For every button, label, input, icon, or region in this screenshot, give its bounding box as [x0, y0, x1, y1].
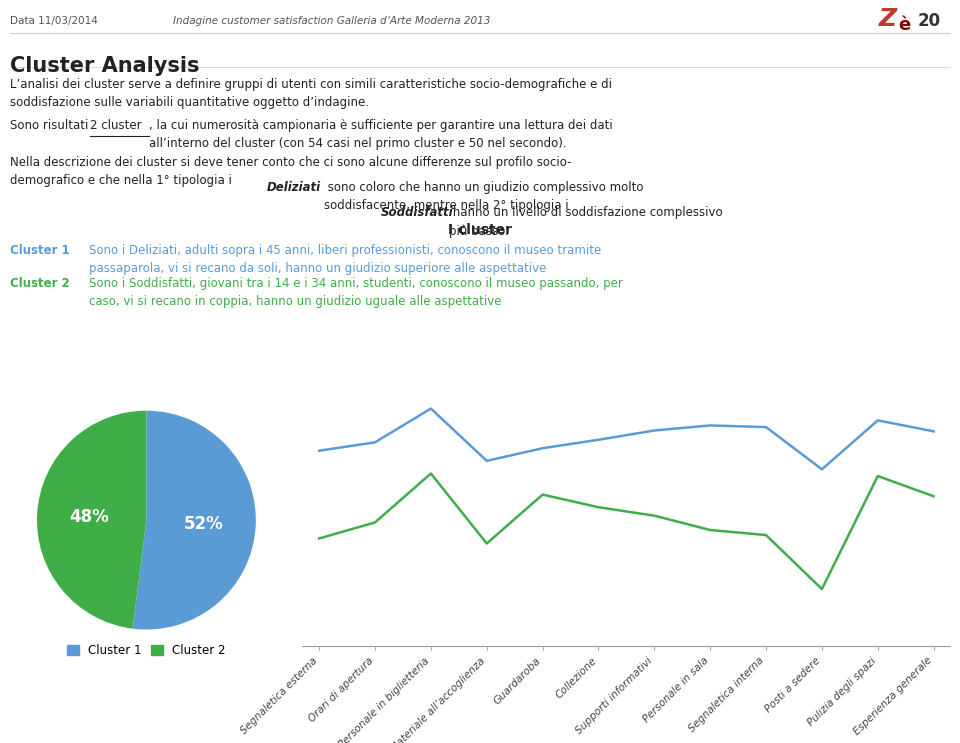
Legend: Cluster 1, Cluster 2: Cluster 1, Cluster 2: [62, 640, 230, 662]
Text: 48%: 48%: [70, 507, 109, 525]
Text: Soddisfatti: Soddisfatti: [381, 206, 454, 218]
Text: Sono risultati: Sono risultati: [10, 119, 92, 132]
Text: Data 11/03/2014: Data 11/03/2014: [10, 16, 98, 26]
Text: Z: Z: [879, 7, 897, 31]
Wedge shape: [132, 411, 255, 629]
Text: I cluster: I cluster: [448, 223, 512, 237]
Text: è: è: [899, 16, 910, 33]
Wedge shape: [37, 411, 147, 629]
Text: hanno un livello di soddisfazione complessivo
più basso.: hanno un livello di soddisfazione comple…: [449, 206, 723, 238]
Text: Cluster 2: Cluster 2: [10, 277, 69, 290]
Text: 2 cluster: 2 cluster: [90, 119, 142, 132]
Text: Cluster Analysis: Cluster Analysis: [10, 56, 199, 76]
Text: sono coloro che hanno un giudizio complessivo molto
soddisfacente, mentre nella : sono coloro che hanno un giudizio comple…: [324, 181, 644, 212]
Text: Cluster 1: Cluster 1: [10, 244, 69, 256]
Text: 52%: 52%: [183, 515, 223, 533]
Text: Sono i Soddisfatti, giovani tra i 14 e i 34 anni, studenti, conoscono il museo p: Sono i Soddisfatti, giovani tra i 14 e i…: [89, 277, 623, 308]
Text: L’analisi dei cluster serve a definire gruppi di utenti con simili caratteristic: L’analisi dei cluster serve a definire g…: [10, 78, 612, 109]
Text: Indagine customer satisfaction Galleria d’Arte Moderna 2013: Indagine customer satisfaction Galleria …: [173, 16, 491, 26]
Text: , la cui numerosità campionaria è sufficiente per garantire una lettura dei dati: , la cui numerosità campionaria è suffic…: [149, 119, 612, 150]
Text: 20: 20: [918, 12, 941, 30]
Text: Nella descrizione dei cluster si deve tener conto che ci sono alcune differenze : Nella descrizione dei cluster si deve te…: [10, 156, 571, 187]
Text: Sono i Deliziati, adulti sopra i 45 anni, liberi professionisti, conoscono il mu: Sono i Deliziati, adulti sopra i 45 anni…: [89, 244, 602, 275]
Text: Deliziati: Deliziati: [267, 181, 321, 193]
